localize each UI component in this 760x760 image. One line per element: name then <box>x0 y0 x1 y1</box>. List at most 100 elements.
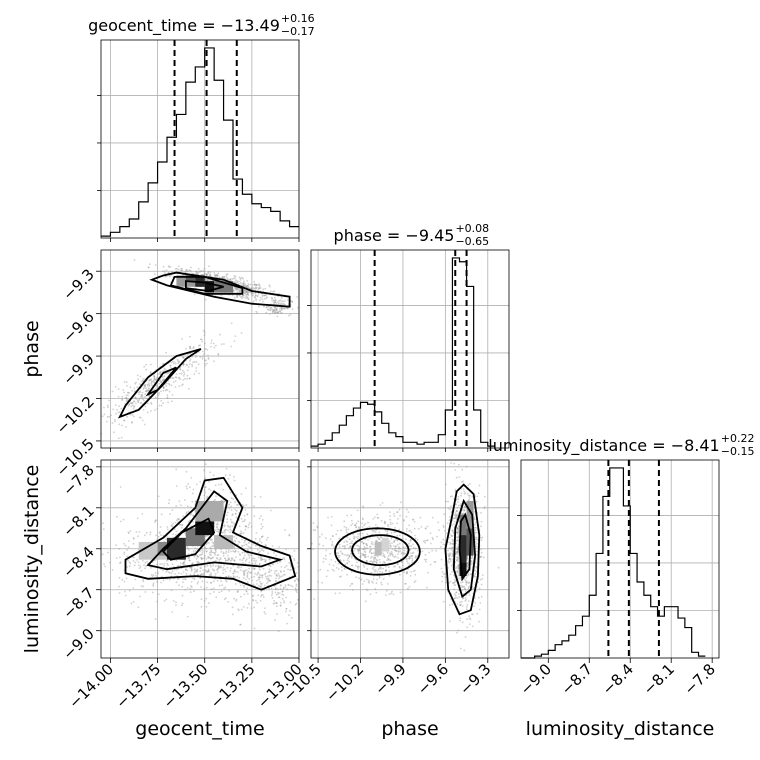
sample-point <box>195 370 198 372</box>
y-tick-label: −10.2 <box>53 393 98 438</box>
sample-point <box>167 401 170 404</box>
sample-point <box>205 606 208 608</box>
sample-point <box>237 589 240 592</box>
sample-point <box>406 528 408 530</box>
sample-point <box>381 571 384 574</box>
sample-point <box>199 567 202 569</box>
sample-point <box>201 573 204 575</box>
sample-point <box>250 526 253 528</box>
y-axis-label-phase: phase <box>21 320 43 377</box>
sample-point <box>343 545 345 547</box>
sample-point <box>430 542 432 545</box>
sample-point <box>345 531 348 534</box>
sample-point <box>448 561 450 564</box>
sample-point <box>185 363 188 366</box>
sample-point <box>178 360 181 363</box>
sample-point <box>274 587 277 590</box>
sample-point <box>364 551 367 554</box>
sample-point <box>245 285 248 287</box>
sample-point <box>251 567 254 570</box>
sample-point <box>345 529 348 531</box>
sample-point <box>146 411 149 414</box>
title-text: luminosity_distance = −8.41 <box>488 436 719 456</box>
sample-point <box>440 558 443 561</box>
sample-point <box>231 613 234 616</box>
sample-point <box>442 524 445 527</box>
sample-point <box>142 585 145 588</box>
sample-point <box>200 338 203 341</box>
sample-point <box>142 579 145 581</box>
sample-point <box>131 389 134 392</box>
sample-point <box>153 388 156 391</box>
sample-point <box>207 560 210 563</box>
sample-point <box>391 548 394 550</box>
sample-point <box>243 544 245 547</box>
sample-point <box>203 334 206 336</box>
sample-point <box>250 287 253 290</box>
sample-point <box>247 293 249 296</box>
sample-point <box>362 553 365 556</box>
sample-point <box>258 283 260 285</box>
sample-point <box>227 529 230 532</box>
sample-point <box>262 288 265 291</box>
sample-point <box>269 307 271 309</box>
x-axis-label-luminosity_distance: luminosity_distance <box>526 718 715 740</box>
sample-point <box>464 579 467 582</box>
sample-point <box>182 363 185 366</box>
sample-point <box>461 586 464 588</box>
sample-point <box>139 391 141 393</box>
sample-point <box>273 303 276 305</box>
sample-point <box>235 537 238 540</box>
sample-point <box>366 589 369 592</box>
sample-point <box>236 571 239 573</box>
sample-point <box>434 560 437 563</box>
sample-point <box>247 545 250 548</box>
sample-point <box>248 521 251 524</box>
sample-point <box>164 272 166 274</box>
sample-point <box>223 525 226 528</box>
sample-point <box>274 301 277 303</box>
sample-point <box>224 570 227 573</box>
sample-point <box>245 590 248 592</box>
sample-point <box>189 347 191 350</box>
sample-point <box>214 552 216 554</box>
sample-point <box>171 376 174 379</box>
sample-point <box>157 535 160 538</box>
sample-point <box>209 271 212 274</box>
sample-point <box>459 581 462 584</box>
sample-point <box>175 533 177 536</box>
sample-point <box>206 570 209 573</box>
sample-point <box>177 517 180 520</box>
sample-point <box>265 538 268 541</box>
sample-point <box>153 375 156 378</box>
sample-point <box>254 537 257 540</box>
sample-point <box>133 400 136 403</box>
sample-point <box>258 563 261 566</box>
sample-point <box>148 383 150 386</box>
sample-point <box>104 565 106 568</box>
sample-point <box>168 572 171 574</box>
sample-point <box>192 520 194 523</box>
sample-point <box>444 572 447 575</box>
sample-point <box>103 413 106 416</box>
sample-point <box>219 558 222 560</box>
sample-point <box>223 587 226 590</box>
sample-point <box>187 548 190 551</box>
sample-point <box>263 584 266 587</box>
sample-point <box>215 523 218 526</box>
sample-point <box>120 436 123 439</box>
sample-point <box>293 550 296 552</box>
sample-point <box>317 581 319 583</box>
sample-point <box>366 533 369 536</box>
sample-point <box>391 542 393 544</box>
sample-point <box>175 559 178 562</box>
sample-point <box>408 555 410 558</box>
sample-point <box>231 294 234 297</box>
sample-point <box>400 552 403 555</box>
sample-point <box>370 552 373 554</box>
sample-point <box>252 583 255 586</box>
sample-point <box>289 313 292 316</box>
sample-point <box>263 558 266 561</box>
sample-point <box>130 405 133 408</box>
sample-point <box>125 400 128 402</box>
